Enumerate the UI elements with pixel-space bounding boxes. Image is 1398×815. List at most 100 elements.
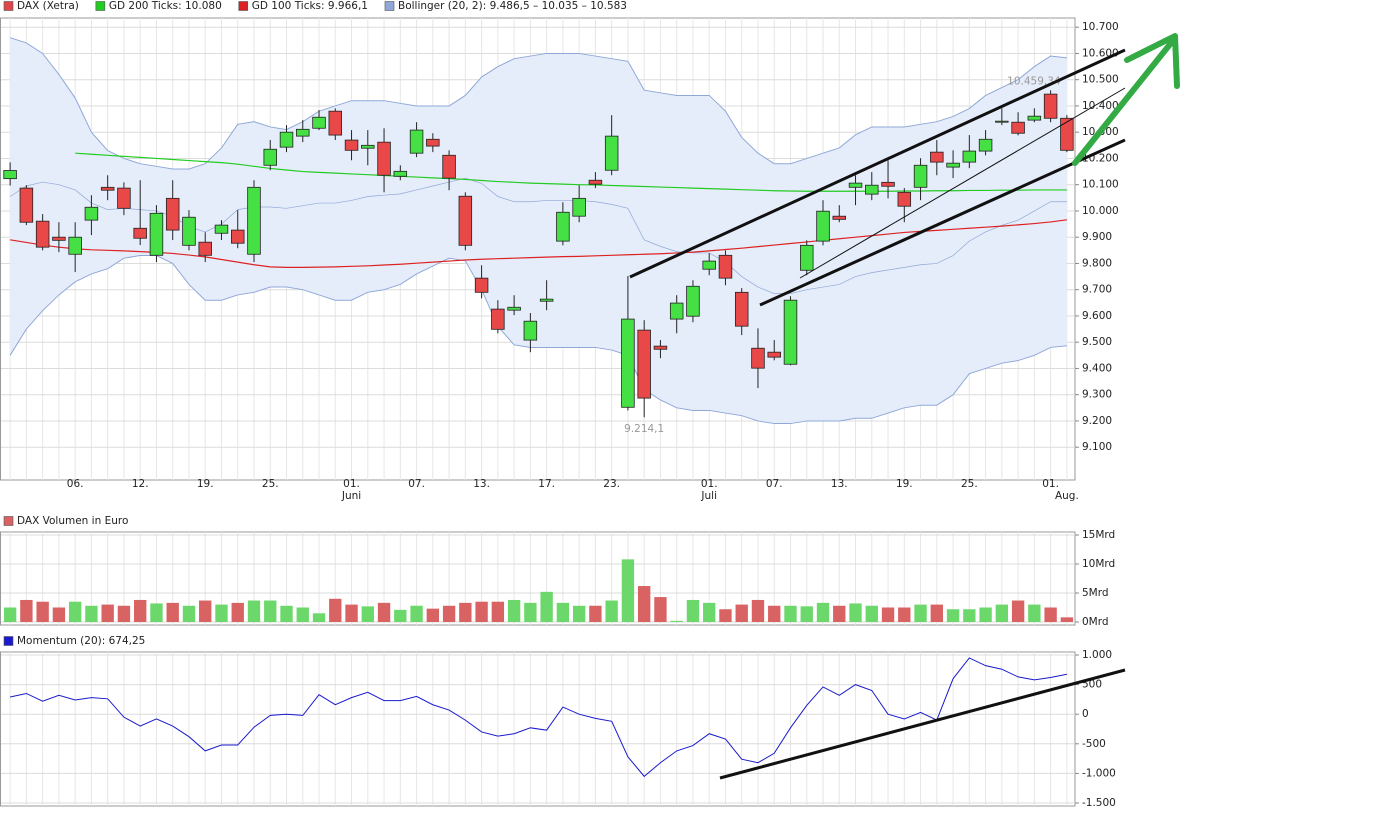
volume-bar <box>833 605 846 622</box>
trend-line <box>719 668 1126 780</box>
candle-body <box>1060 117 1074 151</box>
candle-body <box>913 164 928 188</box>
legend-label: DAX Volumen in Euro <box>17 515 128 527</box>
candle-body <box>393 170 408 177</box>
candle-body <box>377 141 391 176</box>
candle-body <box>572 197 586 217</box>
candle-body <box>767 351 781 358</box>
volume-bar <box>426 608 440 622</box>
volume-bar <box>524 602 537 622</box>
volume-bar <box>914 604 927 622</box>
volume-bar <box>312 613 326 622</box>
volume-bar <box>394 609 407 622</box>
candle-body <box>539 298 554 302</box>
candle-body <box>897 191 912 207</box>
candle-body <box>930 151 944 163</box>
x-month-label: Aug. <box>1055 490 1079 502</box>
legend-swatch <box>3 636 14 646</box>
volume-bar <box>264 600 277 622</box>
y-tick-label: 9.700 <box>1082 284 1112 296</box>
volume-bar <box>247 600 261 622</box>
volume-bar <box>719 609 732 622</box>
candle-body <box>133 227 147 239</box>
volume-bar <box>166 602 179 622</box>
x-tick-label: 07. <box>408 478 425 490</box>
volume-bar <box>491 601 505 622</box>
volume-bar <box>1060 617 1074 622</box>
volume-bar <box>3 607 17 622</box>
volume-bar <box>995 604 1009 622</box>
x-tick-label: 13. <box>473 478 490 490</box>
y-tick-label: -1.000 <box>1082 767 1116 779</box>
candle-body <box>637 329 651 399</box>
candle-body <box>946 162 960 168</box>
x-tick-label: 23. <box>603 478 620 490</box>
x-tick-label: 19. <box>197 478 214 490</box>
bollinger-line <box>9 255 1067 425</box>
candle-body <box>182 216 196 246</box>
volume-bar <box>768 605 781 622</box>
x-tick-label: 17. <box>538 478 555 490</box>
volume-bar <box>296 607 309 622</box>
candle-body <box>19 187 34 223</box>
volume-bar <box>101 604 114 622</box>
candle-body <box>621 318 635 408</box>
candle-body <box>117 187 131 209</box>
volume-bar <box>654 597 667 622</box>
candle-body <box>1043 93 1058 119</box>
candle-body <box>783 299 798 365</box>
y-tick-label: 9.100 <box>1082 441 1112 453</box>
volume-bar <box>979 607 992 622</box>
moving-average <box>10 219 1067 268</box>
volume-bar <box>963 609 976 622</box>
candle-body <box>734 291 749 327</box>
candle-body <box>881 181 895 187</box>
volume-bar <box>361 606 374 622</box>
candle-body <box>556 211 570 242</box>
x-tick-label: 25. <box>961 478 978 490</box>
volume-bar <box>52 607 66 622</box>
y-tick-label: 10.100 <box>1082 179 1119 191</box>
momentum-line <box>9 657 1067 778</box>
candle-body <box>214 224 229 234</box>
x-tick-label: 25. <box>262 478 279 490</box>
candle-body <box>296 128 310 137</box>
candle-body <box>247 186 261 255</box>
volume-bar <box>946 609 960 622</box>
candle-body <box>1011 121 1025 134</box>
candle-body <box>604 135 619 171</box>
volume-bar <box>1044 607 1057 622</box>
y-tick-label: 9.200 <box>1082 415 1112 427</box>
volume-bar <box>231 602 244 622</box>
candle-body <box>409 129 424 154</box>
candle-body <box>686 285 700 317</box>
candle-body <box>995 120 1009 123</box>
x-tick-label: 07. <box>766 478 783 490</box>
candle-body <box>588 179 603 185</box>
volume-bar <box>1011 600 1025 622</box>
legend-label: GD 100 Ticks: 9.966,1 <box>252 0 368 12</box>
candle-body <box>669 302 684 320</box>
y-tick-label: 10Mrd <box>1082 558 1115 570</box>
candle-body <box>84 206 99 221</box>
y-tick-label: 9.300 <box>1082 389 1112 401</box>
candle-body <box>832 215 847 220</box>
volume-bar <box>751 599 765 622</box>
volume-bar <box>329 598 342 622</box>
candle-body <box>507 306 521 311</box>
trend-line <box>759 138 1126 307</box>
volume-bar <box>930 604 943 622</box>
legend-label: Bollinger (20, 2): 9.486,5 – 10.035 – 10… <box>398 0 627 12</box>
y-tick-label: 9.400 <box>1082 362 1112 374</box>
candle-body <box>474 277 489 293</box>
x-month-label: Juli <box>700 490 717 502</box>
volume-bar <box>849 603 862 622</box>
candle-body <box>962 150 977 163</box>
min-label: 9.214,1 <box>624 423 664 435</box>
volume-bar <box>20 599 33 622</box>
volume-bar <box>85 605 98 622</box>
volume-bar <box>735 604 748 622</box>
candle-body <box>149 212 164 256</box>
y-tick-label: 10.500 <box>1082 74 1119 86</box>
candle-body <box>312 116 326 129</box>
